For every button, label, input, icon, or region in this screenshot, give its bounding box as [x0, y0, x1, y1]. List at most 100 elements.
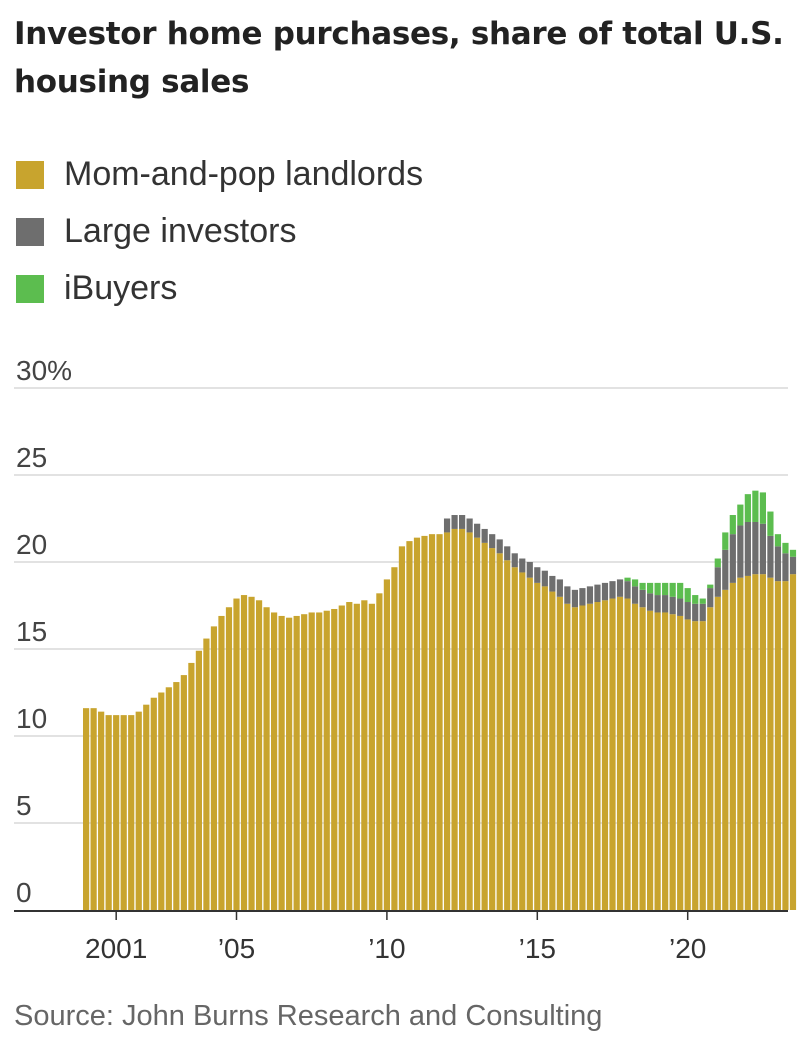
bar-mom-and-pop-landlords: [248, 596, 255, 910]
bar-large-investors: [647, 593, 654, 611]
bar-large-investors: [579, 588, 586, 606]
bar-ibuyers: [729, 515, 736, 535]
y-tick-label: 25: [16, 442, 47, 473]
bar-ibuyers: [631, 579, 639, 587]
bar-mom-and-pop-landlords: [383, 579, 390, 910]
bar-large-investors: [511, 553, 518, 568]
bar-mom-and-pop-landlords: [594, 602, 601, 910]
legend-item-ibuyers: iBuyers: [16, 260, 423, 317]
bar-large-investors: [789, 556, 797, 575]
bar-mom-and-pop-landlords: [451, 528, 458, 910]
bar-large-investors: [767, 535, 774, 578]
bar-large-investors: [729, 534, 736, 583]
bar-mom-and-pop-landlords: [466, 532, 473, 910]
bar-large-investors: [534, 567, 541, 583]
bar-ibuyers: [692, 595, 699, 604]
y-tick-label: 15: [16, 616, 47, 647]
y-tick-label: 10: [16, 703, 47, 734]
bar-mom-and-pop-landlords: [83, 708, 90, 910]
bar-mom-and-pop-landlords: [203, 638, 210, 910]
bar-mom-and-pop-landlords: [556, 596, 563, 910]
bar-mom-and-pop-landlords: [255, 600, 263, 910]
bar-large-investors: [616, 579, 624, 597]
bar-large-investors: [504, 546, 511, 561]
bar-mom-and-pop-landlords: [316, 612, 323, 910]
bar-mom-and-pop-landlords: [113, 715, 120, 910]
bar-large-investors: [782, 553, 789, 582]
bar-mom-and-pop-landlords: [677, 615, 684, 910]
bar-large-investors: [684, 602, 691, 620]
bar-large-investors: [451, 515, 458, 529]
bar-mom-and-pop-landlords: [165, 687, 172, 910]
y-tick-label: 5: [16, 790, 32, 821]
bar-mom-and-pop-landlords: [534, 582, 541, 910]
bar-large-investors: [669, 596, 676, 615]
bar-mom-and-pop-landlords: [421, 535, 428, 910]
bar-mom-and-pop-landlords: [210, 626, 218, 910]
bar-series-group: [83, 490, 797, 910]
bar-large-investors: [722, 549, 729, 590]
bar-mom-and-pop-landlords: [361, 600, 368, 910]
bar-mom-and-pop-landlords: [98, 711, 105, 910]
bar-mom-and-pop-landlords: [398, 546, 406, 910]
x-tick-label: ’05: [218, 933, 255, 964]
bar-ibuyers: [677, 582, 684, 599]
bar-mom-and-pop-landlords: [752, 574, 759, 910]
bar-mom-and-pop-landlords: [436, 534, 443, 910]
bar-ibuyers: [714, 558, 721, 568]
y-axis-ticks: 0 5 10 15 20 25 30%: [16, 355, 72, 908]
legend-swatch-large-investors: [16, 217, 44, 246]
bar-mom-and-pop-landlords: [150, 697, 157, 910]
bar-ibuyers: [737, 504, 744, 526]
bar-mom-and-pop-landlords: [511, 567, 518, 910]
bar-mom-and-pop-landlords: [744, 575, 751, 910]
bar-mom-and-pop-landlords: [195, 650, 202, 910]
chart-title: Investor home purchases, share of total …: [14, 16, 784, 100]
bar-mom-and-pop-landlords: [105, 715, 112, 910]
bar-mom-and-pop-landlords: [143, 704, 150, 910]
bar-mom-and-pop-landlords: [233, 598, 240, 910]
bar-ibuyers: [647, 582, 654, 594]
bar-large-investors: [549, 575, 556, 592]
bar-mom-and-pop-landlords: [391, 567, 398, 910]
bar-ibuyers: [662, 582, 669, 596]
bar-ibuyers: [722, 532, 729, 550]
bar-mom-and-pop-landlords: [481, 542, 488, 910]
bar-ibuyers: [782, 542, 789, 554]
bar-mom-and-pop-landlords: [278, 615, 285, 910]
bar-mom-and-pop-landlords: [737, 577, 744, 910]
legend-label-large-investors: Large investors: [64, 212, 297, 250]
bar-mom-and-pop-landlords: [293, 615, 300, 910]
bar-mom-and-pop-landlords: [158, 692, 165, 910]
bar-mom-and-pop-landlords: [722, 589, 729, 910]
bar-ibuyers: [684, 588, 691, 603]
bar-large-investors: [744, 521, 751, 576]
bar-large-investors: [609, 581, 616, 599]
y-tick-label: 0: [16, 877, 32, 908]
bar-mom-and-pop-landlords: [699, 621, 706, 910]
bar-mom-and-pop-landlords: [135, 711, 142, 910]
legend-item-mom-and-pop: Mom-and-pop landlords: [16, 146, 423, 203]
bar-mom-and-pop-landlords: [729, 582, 736, 910]
bar-large-investors: [631, 586, 639, 604]
bar-large-investors: [571, 589, 578, 608]
x-tick-label: ’20: [669, 933, 706, 964]
bar-large-investors: [526, 562, 533, 578]
bar-mom-and-pop-landlords: [519, 572, 526, 910]
bar-large-investors: [519, 558, 526, 573]
bar-mom-and-pop-landlords: [624, 598, 631, 910]
bar-mom-and-pop-landlords: [489, 548, 496, 910]
bar-large-investors: [714, 567, 721, 597]
bar-large-investors: [489, 534, 496, 549]
bar-mom-and-pop-landlords: [714, 596, 721, 910]
bar-mom-and-pop-landlords: [707, 607, 714, 910]
x-tick-label: 2001: [85, 933, 147, 964]
bar-large-investors: [774, 546, 782, 582]
bar-mom-and-pop-landlords: [789, 574, 797, 910]
bar-mom-and-pop-landlords: [669, 614, 676, 910]
bar-mom-and-pop-landlords: [647, 610, 654, 910]
bar-mom-and-pop-landlords: [609, 598, 616, 910]
bar-mom-and-pop-landlords: [218, 615, 225, 910]
bar-mom-and-pop-landlords: [368, 603, 375, 910]
bar-large-investors: [466, 518, 473, 533]
